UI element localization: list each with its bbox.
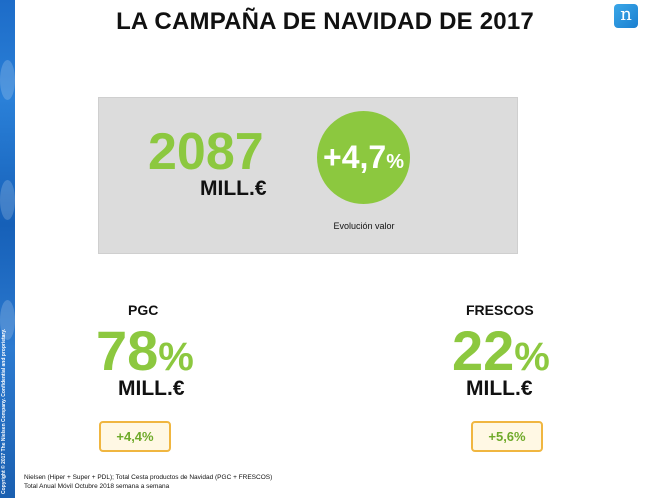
total-unit: MILL.€ [200, 177, 267, 200]
stripe-wave [0, 180, 15, 220]
share-percent-sign: % [158, 335, 194, 379]
growth-number: +4,7 [323, 139, 387, 175]
period-footnote: Total Anual Móvil Octubre 2018 semana a … [24, 483, 170, 490]
segment-label-frescos: FRESCOS [466, 302, 534, 318]
segment-share-pgc: 78% [96, 323, 194, 379]
segment-unit-frescos: MILL.€ [466, 377, 533, 400]
stripe-wave [0, 300, 15, 340]
nielsen-logo-icon: n [614, 4, 638, 28]
total-summary-panel [98, 97, 518, 254]
share-number: 22 [452, 319, 515, 382]
growth-caption: Evolución valor [333, 221, 395, 231]
share-number: 78 [96, 319, 159, 382]
source-footnote: Nielsen (Hiper + Super + PDL); Total Ces… [24, 474, 273, 481]
copyright-text: Copyright © 2017 The Nielsen Company. Co… [1, 328, 7, 494]
page-title: LA CAMPAÑA DE NAVIDAD DE 2017 [116, 8, 534, 35]
segment-label-pgc: PGC [128, 302, 159, 318]
growth-percent-sign: % [386, 151, 404, 173]
total-value: 2087 [148, 123, 264, 181]
growth-circle: +4,7% [317, 111, 410, 204]
segment-growth-badge-pgc: +4,4% [99, 421, 171, 452]
segment-growth-badge-frescos: +5,6% [471, 421, 543, 452]
segment-unit-pgc: MILL.€ [118, 377, 185, 400]
side-decoration-stripe: Copyright © 2017 The Nielsen Company. Co… [0, 0, 15, 498]
growth-value: +4,7% [317, 141, 410, 173]
segment-share-frescos: 22% [452, 323, 550, 379]
share-percent-sign: % [514, 335, 550, 379]
stripe-wave [0, 60, 15, 100]
